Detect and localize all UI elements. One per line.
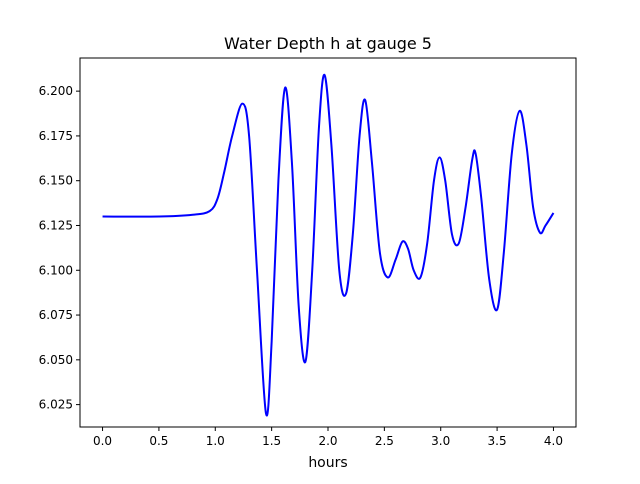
series-line (102, 74, 555, 417)
x-tick-label: 0.0 (93, 434, 112, 448)
x-axis-ticks: 0.0 0.5 1.0 1.5 2.0 2.5 3.0 3.5 4.0 (93, 427, 563, 448)
y-tick-label: 6.150 (39, 174, 73, 188)
y-tick-label: 6.175 (39, 129, 73, 143)
x-tick-label: 3.0 (431, 434, 450, 448)
x-tick-label: 1.5 (262, 434, 281, 448)
x-tick-label: 2.5 (375, 434, 394, 448)
x-tick-label: 3.5 (488, 434, 507, 448)
y-tick-label: 6.025 (39, 398, 73, 412)
y-tick-label: 6.125 (39, 218, 73, 232)
plot-frame (79, 57, 577, 428)
x-tick-label: 1.0 (206, 434, 225, 448)
y-axis-ticks: 6.025 6.050 6.075 6.100 6.125 6.150 6.175 6.200 (39, 84, 80, 412)
y-tick-label: 6.100 (39, 263, 73, 277)
chart-title: Water Depth h at gauge 5 (224, 34, 432, 53)
x-tick-label: 2.0 (318, 434, 337, 448)
y-tick-label: 6.075 (39, 308, 73, 322)
x-tick-label: 0.5 (149, 434, 168, 448)
series-group (102, 74, 555, 417)
y-tick-label: 6.050 (39, 353, 73, 367)
y-tick-label: 6.200 (39, 84, 73, 98)
x-tick-label: 4.0 (544, 434, 563, 448)
x-axis-label: hours (308, 455, 347, 471)
